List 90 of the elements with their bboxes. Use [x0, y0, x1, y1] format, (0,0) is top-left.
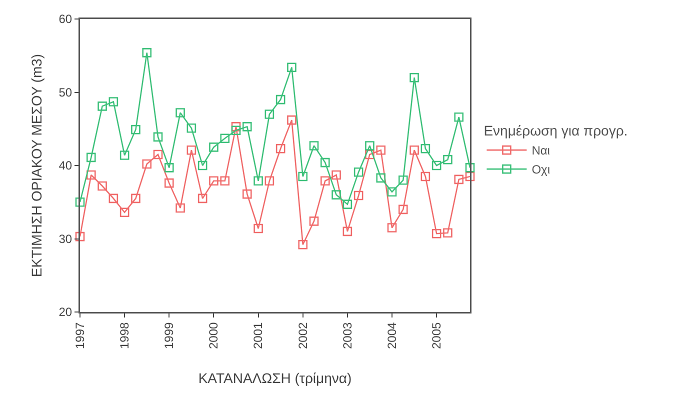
y-tick-label: 60	[58, 12, 72, 26]
point	[376, 173, 386, 183]
point	[298, 172, 308, 182]
point	[264, 176, 274, 186]
point	[465, 163, 475, 172]
point	[287, 62, 296, 72]
point	[309, 216, 319, 226]
x-tick-label: 2005	[429, 322, 444, 350]
x-tick-label: 2002	[296, 322, 310, 350]
point	[342, 226, 352, 236]
point	[164, 178, 174, 188]
point	[98, 102, 107, 111]
point	[153, 150, 163, 160]
y-tick-label: 20	[58, 305, 72, 320]
point	[287, 115, 296, 125]
point	[332, 170, 341, 180]
point	[432, 160, 442, 170]
point	[376, 145, 386, 155]
point	[86, 152, 96, 162]
point	[176, 203, 185, 213]
point	[309, 141, 319, 150]
y-tick-label: 30	[58, 232, 72, 246]
point	[354, 190, 364, 200]
point	[264, 110, 274, 119]
point	[220, 176, 230, 186]
y-tick-label: 40	[58, 158, 72, 173]
point	[298, 240, 308, 250]
y-tick-label: 50	[58, 85, 72, 100]
x-tick-label: 1997	[72, 322, 87, 350]
point	[454, 174, 464, 184]
point	[153, 132, 163, 142]
point	[242, 189, 252, 199]
point	[276, 144, 286, 154]
point	[465, 172, 475, 182]
point	[220, 134, 230, 144]
point	[420, 172, 430, 182]
point	[276, 94, 286, 104]
point	[209, 176, 218, 186]
point	[398, 176, 408, 185]
x-tick-label: 2004	[384, 322, 399, 350]
point	[443, 228, 452, 238]
legend-label: Οχι	[532, 162, 550, 177]
point	[75, 197, 85, 207]
point	[142, 48, 152, 58]
x-tick-label: 2003	[340, 322, 354, 350]
point	[198, 194, 208, 204]
x-tick-label: 1999	[162, 322, 176, 350]
point	[254, 176, 263, 186]
legend-title: Ενημέρωση για προγρ.	[484, 122, 628, 139]
point	[432, 228, 442, 238]
point	[231, 126, 241, 135]
point	[410, 72, 419, 82]
point	[354, 167, 364, 177]
point	[164, 163, 174, 172]
legend-label: Ναι	[532, 144, 550, 158]
point	[365, 150, 374, 160]
point	[320, 176, 330, 186]
point	[420, 144, 430, 154]
point	[131, 124, 140, 134]
point	[242, 122, 252, 132]
x-tick-label: 1998	[117, 322, 132, 350]
point	[108, 194, 118, 204]
point	[142, 159, 152, 169]
point	[108, 97, 118, 106]
point	[120, 208, 130, 218]
point	[254, 224, 263, 234]
point	[86, 170, 96, 180]
point	[75, 232, 85, 242]
point	[131, 194, 140, 204]
point	[342, 200, 352, 209]
x-axis-title: ΚΑΤΑΝΑΛΩΣΗ (τρίμηνα)	[198, 370, 352, 386]
y-axis-title: ΕΚΤΙΜΗΣΗ ΟΡΙΑΚΟΥ ΜΕΣΟΥ (m3)	[28, 54, 44, 278]
point	[398, 204, 408, 214]
point	[176, 108, 185, 118]
point	[209, 142, 218, 152]
point	[410, 145, 419, 155]
x-tick-label: 2000	[206, 322, 221, 350]
point	[198, 160, 208, 170]
point	[332, 190, 341, 200]
x-tick-label: 2001	[251, 322, 266, 350]
point	[186, 145, 196, 155]
point	[443, 154, 452, 164]
point	[387, 187, 397, 197]
point	[98, 181, 107, 191]
point	[365, 141, 374, 150]
point	[120, 150, 130, 160]
point	[320, 158, 330, 168]
point	[387, 223, 397, 232]
point	[186, 123, 196, 133]
point	[454, 112, 464, 122]
